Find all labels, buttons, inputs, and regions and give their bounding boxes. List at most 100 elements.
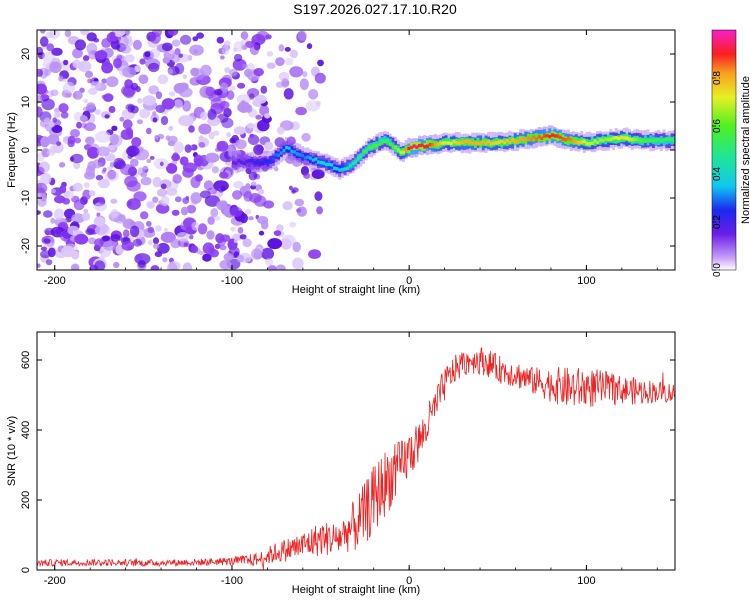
trace-cell	[317, 160, 320, 164]
trace-cell	[362, 150, 366, 154]
noise-speckle	[138, 74, 149, 84]
trace-cell	[476, 137, 480, 146]
trace-cell	[644, 139, 647, 143]
noise-speckle	[284, 47, 291, 52]
noise-speckle	[148, 85, 160, 95]
trace-cell	[596, 141, 599, 145]
noise-speckle	[207, 216, 215, 225]
noise-speckle	[113, 261, 120, 269]
noise-speckle	[146, 220, 152, 227]
noise-speckle	[119, 45, 132, 54]
noise-speckle	[229, 206, 243, 217]
noise-speckle	[183, 242, 188, 247]
trace-cell	[343, 167, 347, 171]
noise-speckle	[152, 117, 158, 123]
noise-speckle	[286, 136, 296, 146]
noise-speckle	[71, 213, 85, 224]
noise-speckle	[311, 169, 325, 180]
trace-cell	[322, 161, 326, 165]
trace-cell	[550, 133, 554, 137]
snr-series-line	[37, 347, 675, 570]
noise-speckle	[236, 94, 251, 105]
noise-speckle	[101, 61, 113, 74]
trace-cell	[325, 162, 328, 167]
noise-speckle	[120, 164, 135, 176]
trace-cell	[604, 137, 607, 141]
trace-cell	[585, 141, 589, 146]
trace-cell	[590, 141, 594, 146]
spectrogram-y-label: Frequency (Hz)	[6, 112, 18, 188]
noise-speckle	[219, 171, 229, 179]
trace-cell	[447, 137, 451, 146]
noise-speckle	[102, 235, 110, 242]
trace-cell	[667, 137, 671, 142]
noise-speckle	[226, 132, 232, 138]
trace-cell	[564, 138, 568, 142]
noise-speckle	[101, 78, 108, 84]
noise-speckle	[111, 125, 118, 131]
noise-speckle	[85, 228, 95, 236]
noise-speckle	[221, 45, 230, 55]
trace-cell	[394, 145, 397, 150]
noise-speckle	[94, 260, 106, 270]
noise-speckle	[103, 93, 114, 102]
noise-speckle	[257, 119, 270, 132]
trace-cell	[231, 161, 235, 165]
y-tick-label: 400	[20, 421, 32, 439]
noise-speckle	[37, 106, 43, 118]
noise-speckle	[214, 215, 221, 221]
noise-speckle	[140, 176, 152, 186]
noise-speckle	[162, 257, 168, 263]
noise-speckle	[264, 258, 274, 266]
noise-speckle	[95, 131, 111, 143]
noise-speckle	[116, 54, 123, 61]
noise-speckle	[84, 122, 96, 132]
noise-speckle	[163, 227, 168, 232]
trace-cell	[569, 137, 573, 142]
noise-speckle	[200, 111, 208, 121]
noise-speckle	[46, 149, 56, 156]
y-tick-label: 0	[20, 147, 32, 153]
trace-cell	[426, 140, 429, 148]
noise-speckle	[176, 232, 190, 242]
trace-cell	[646, 138, 650, 142]
noise-speckle	[229, 85, 236, 91]
noise-speckle	[110, 234, 121, 242]
noise-speckle	[39, 250, 51, 259]
noise-speckle	[295, 106, 307, 116]
noise-speckle	[220, 55, 225, 60]
noise-speckle	[247, 122, 255, 129]
noise-speckle	[303, 173, 311, 180]
trace-cell	[638, 138, 642, 143]
noise-speckle	[37, 263, 41, 268]
trace-cell	[468, 140, 472, 144]
trace-cell	[434, 142, 437, 147]
noise-speckle	[84, 70, 94, 78]
trace-cell	[340, 167, 344, 172]
y-tick-label: 600	[20, 351, 32, 369]
noise-speckle	[173, 141, 184, 154]
trace-cell	[285, 145, 288, 150]
noise-speckle	[58, 162, 66, 168]
trace-cell	[463, 140, 467, 144]
trace-cell	[242, 161, 246, 166]
noise-speckle	[153, 243, 160, 249]
noise-speckle	[266, 62, 276, 69]
noise-speckle	[182, 74, 187, 80]
noise-speckle	[108, 105, 116, 114]
noise-speckle	[276, 126, 285, 135]
trace-cell	[351, 161, 355, 166]
noise-speckle	[60, 111, 69, 119]
noise-speckle	[130, 105, 139, 114]
noise-speckle	[215, 233, 225, 244]
noise-speckle	[248, 216, 254, 221]
trace-cell	[657, 137, 661, 146]
noise-speckle	[49, 121, 55, 128]
noise-speckle	[167, 68, 173, 75]
noise-speckle	[79, 114, 87, 122]
noise-speckle	[197, 223, 208, 235]
noise-speckle	[94, 238, 104, 249]
noise-speckle	[142, 95, 156, 106]
trace-cell	[383, 135, 387, 144]
noise-speckle	[161, 42, 173, 52]
